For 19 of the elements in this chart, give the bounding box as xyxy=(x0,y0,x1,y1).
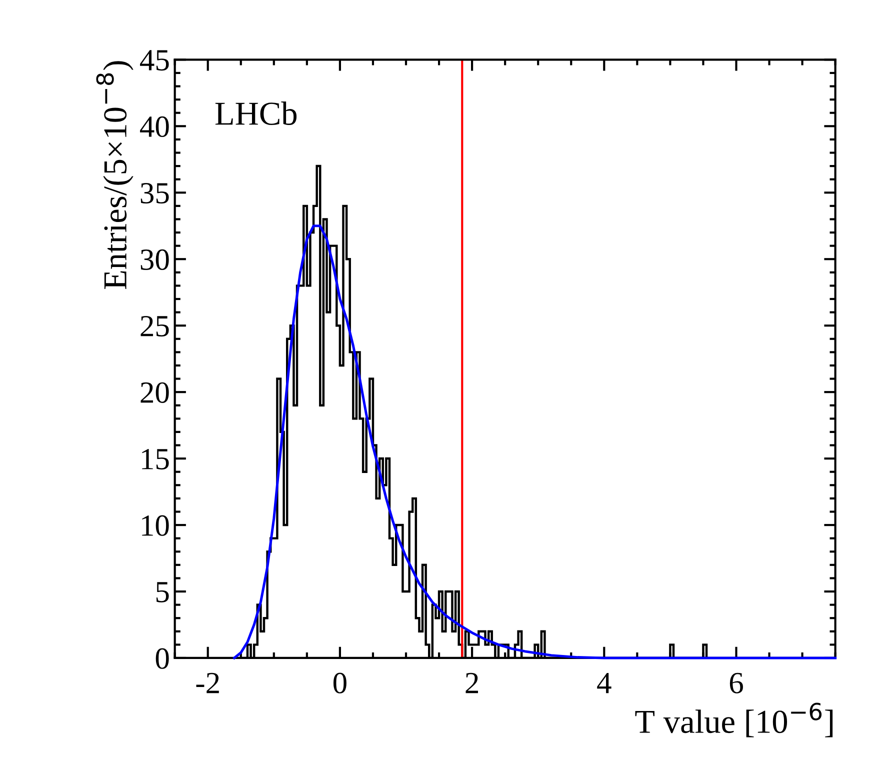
x-tick-label: -2 xyxy=(196,672,219,694)
y-tick-label: 25 xyxy=(140,316,169,336)
y-tick-label: 30 xyxy=(140,249,169,270)
y-tick-label: 20 xyxy=(140,382,169,403)
y-tick-label: 40 xyxy=(140,116,169,138)
y-tick-label: 0 xyxy=(156,648,169,669)
y-axis-title: Entries/(5×10$^{−8}$) xyxy=(96,61,134,290)
x-tick-label: 2 xyxy=(466,672,478,694)
line-series xyxy=(233,224,837,660)
x-tick-label: 4 xyxy=(597,672,612,694)
x-tick-label: 6 xyxy=(730,672,743,694)
annotation: LHCb xyxy=(215,102,297,126)
y-tick-label: 15 xyxy=(142,448,169,470)
x-axis-title: T value [10$^{−6}$] xyxy=(635,702,833,738)
y-tick-label: 45 xyxy=(140,50,169,71)
y-tick-label: 35 xyxy=(140,183,169,204)
x-tick-label: 0 xyxy=(333,672,346,694)
y-tick-label: 10 xyxy=(142,515,169,536)
y-tick-label: 5 xyxy=(156,582,169,602)
